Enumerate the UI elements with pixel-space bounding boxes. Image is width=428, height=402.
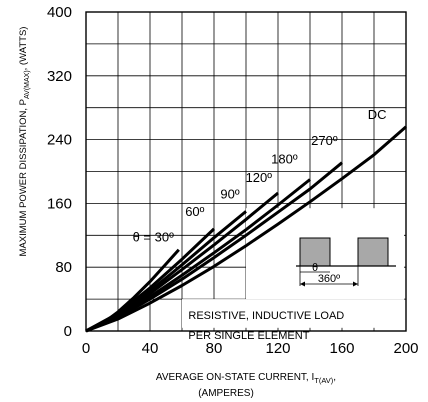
x-axis-label-main: AVERAGE ON-STATE CURRENT, I bbox=[156, 372, 314, 383]
series-label-1: 60º bbox=[185, 204, 204, 219]
y-tick-label: 80 bbox=[55, 259, 72, 276]
series-label-4: 180º bbox=[271, 152, 298, 167]
y-tick-label: 320 bbox=[47, 68, 72, 85]
x-tick-label: 40 bbox=[142, 340, 159, 357]
note-box bbox=[182, 299, 404, 328]
x-axis-label: AVERAGE ON-STATE CURRENT, IT(AV), bbox=[156, 372, 336, 385]
period-label: 360º bbox=[318, 273, 340, 285]
x-axis-label-tail: , bbox=[333, 372, 336, 383]
y-axis-label-sub: AV(MAX) bbox=[24, 70, 31, 99]
y-tick-label: 240 bbox=[47, 132, 72, 149]
waveform-pulse bbox=[357, 237, 389, 267]
y-axis-label: MAXIMUM POWER DISSIPATION, PAV(MAX), (WA… bbox=[18, 27, 31, 257]
y-axis-label-main: MAXIMUM POWER DISSIPATION, P bbox=[18, 99, 29, 256]
theta-label: θ bbox=[312, 262, 318, 274]
y-tick-label: 160 bbox=[47, 195, 72, 212]
series-line-6 bbox=[85, 125, 407, 333]
y-axis-label-tail: , (WATTS) bbox=[18, 27, 29, 71]
y-tick-label: 400 bbox=[47, 4, 72, 21]
y-tick-label: 0 bbox=[64, 323, 72, 340]
series-label-5: 270º bbox=[311, 133, 338, 148]
x-axis-label-units: (AMPERES) bbox=[198, 388, 254, 399]
series-label-2: 90º bbox=[220, 187, 239, 202]
series-line-5 bbox=[85, 161, 343, 333]
inset-note-line2: PER SINGLE ELEMENT bbox=[188, 330, 309, 342]
tick-labels: 0 40 80 120 160 200 0 80 160 240 320 400 bbox=[47, 4, 419, 357]
x-tick-label: 0 bbox=[82, 340, 90, 357]
series-label-0: θ = 30º bbox=[133, 230, 175, 245]
x-tick-label: 200 bbox=[393, 340, 418, 357]
x-axis-label-sub: T(AV) bbox=[314, 376, 334, 385]
series-group bbox=[85, 125, 407, 333]
x-tick-label: 160 bbox=[329, 340, 354, 357]
inset-note-line1: RESISTIVE, INDUCTIVE LOAD bbox=[188, 310, 344, 322]
waveform-pulse bbox=[299, 237, 331, 267]
series-label-6: DC bbox=[368, 107, 387, 122]
plot-frame bbox=[85, 11, 407, 332]
x-tick-label: 80 bbox=[206, 340, 223, 357]
series-label-3: 120º bbox=[246, 170, 273, 185]
series-labels: θ = 30º 60º 90º 120º 180º 270º DC bbox=[133, 107, 387, 245]
x-tick-label: 120 bbox=[265, 340, 290, 357]
